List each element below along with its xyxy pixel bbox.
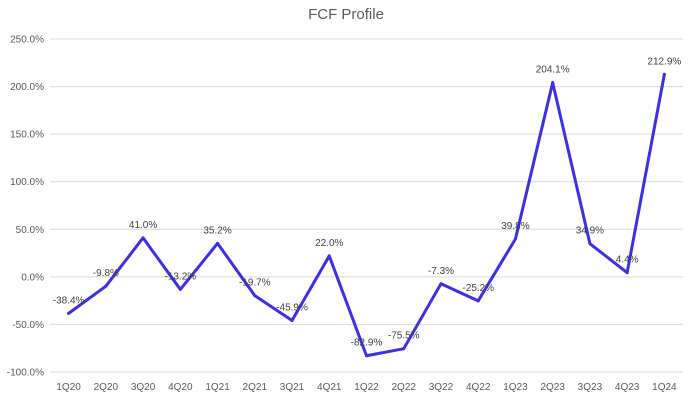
data-point xyxy=(439,282,443,286)
data-point xyxy=(253,294,257,298)
data-point xyxy=(402,347,406,351)
data-label: -82.9% xyxy=(351,338,383,349)
y-tick-label: 0.0% xyxy=(21,272,44,283)
data-label: 34.9% xyxy=(576,226,604,237)
y-tick-label: -50.0% xyxy=(12,320,44,331)
data-point xyxy=(216,241,220,245)
y-tick-label: 250.0% xyxy=(10,35,44,46)
data-point xyxy=(290,319,294,323)
data-point xyxy=(178,287,182,291)
x-tick-label: 2Q22 xyxy=(392,382,417,393)
data-point xyxy=(513,237,517,241)
y-axis-tick-labels: -100.0% -50.0% 0.0% 50.0% 100.0% 150.0% 200.0%… xyxy=(7,35,44,379)
y-tick-label: -100.0% xyxy=(7,368,44,379)
data-point xyxy=(104,284,108,288)
y-tick-label: 50.0% xyxy=(16,225,44,236)
x-tick-label: 3Q20 xyxy=(131,382,156,393)
x-axis-tick-labels: 1Q20 2Q20 3Q20 4Q20 1Q21 2Q21 3Q21 4Q21 1Q22 2Q22… xyxy=(56,382,677,393)
chart-title: FCF Profile xyxy=(308,6,384,23)
data-point xyxy=(476,299,480,303)
data-label: -25.2% xyxy=(462,283,494,294)
data-label: 212.9% xyxy=(647,56,681,67)
y-tick-label: 150.0% xyxy=(10,130,44,141)
x-tick-label: 4Q20 xyxy=(168,382,193,393)
data-labels: -38.4% -9.8% 41.0% -13.2% 35.2% -19.7% -45.9% 2… xyxy=(53,56,682,348)
data-label: -7.3% xyxy=(428,266,454,277)
data-label: -75.5% xyxy=(388,331,420,342)
x-tick-label: 4Q21 xyxy=(317,382,342,393)
data-label: -45.9% xyxy=(276,303,308,314)
data-point xyxy=(551,81,555,85)
data-point xyxy=(662,72,666,76)
x-tick-label: 1Q22 xyxy=(354,382,379,393)
x-tick-label: 2Q20 xyxy=(94,382,119,393)
y-tick-label: 100.0% xyxy=(10,177,44,188)
data-point xyxy=(67,311,71,315)
x-tick-label: 2Q21 xyxy=(243,382,268,393)
gridlines xyxy=(50,38,683,373)
data-label: 41.0% xyxy=(129,220,157,231)
data-label: 204.1% xyxy=(536,65,570,76)
x-tick-label: 1Q23 xyxy=(503,382,528,393)
x-tick-label: 2Q23 xyxy=(540,382,565,393)
x-tick-label: 3Q23 xyxy=(578,382,603,393)
data-label: 35.2% xyxy=(203,225,231,236)
x-tick-label: 4Q23 xyxy=(615,382,640,393)
data-label: -13.2% xyxy=(164,271,196,282)
data-point xyxy=(588,242,592,246)
data-label: 4.4% xyxy=(616,255,639,266)
x-tick-label: 4Q22 xyxy=(466,382,491,393)
data-label: 22.0% xyxy=(315,238,343,249)
data-label: -19.7% xyxy=(239,278,271,289)
x-tick-label: 3Q22 xyxy=(429,382,454,393)
data-point xyxy=(625,271,629,275)
x-tick-label: 1Q21 xyxy=(205,382,230,393)
y-tick-label: 200.0% xyxy=(10,82,44,93)
x-tick-label: 1Q24 xyxy=(652,382,677,393)
data-point xyxy=(141,236,145,240)
data-point xyxy=(327,254,331,258)
data-label: -9.8% xyxy=(93,268,119,279)
data-label: 39.8% xyxy=(501,221,529,232)
data-label: -38.4% xyxy=(53,295,85,306)
fcf-series-line xyxy=(67,72,666,358)
x-tick-label: 3Q21 xyxy=(280,382,305,393)
series-layer xyxy=(67,72,666,358)
data-point xyxy=(365,354,368,358)
x-tick-label: 1Q20 xyxy=(56,382,81,393)
